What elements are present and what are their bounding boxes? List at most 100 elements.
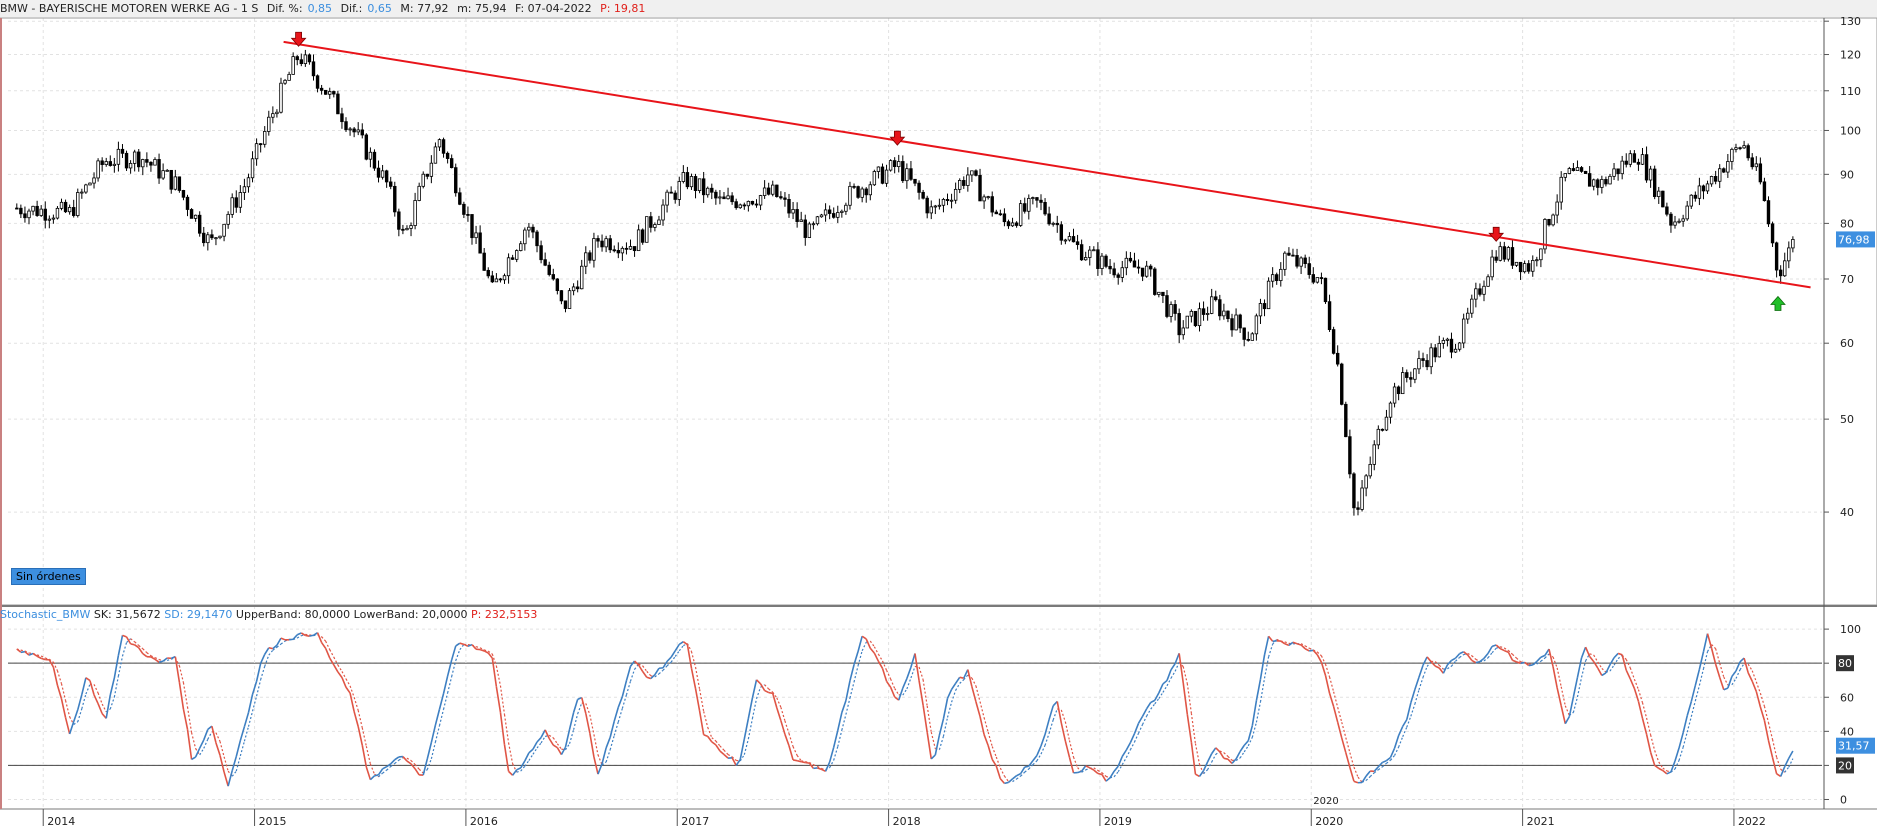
sd-line-segment — [568, 729, 575, 744]
sk-line-segment — [1499, 647, 1505, 652]
sk-line-segment — [1751, 680, 1758, 692]
price-candle — [389, 176, 393, 190]
candle-body — [421, 173, 425, 187]
candle-body — [169, 169, 173, 190]
candle-body — [1035, 197, 1039, 201]
price-candle — [1173, 300, 1177, 321]
sd-line-segment — [369, 763, 376, 775]
candle-body — [1628, 153, 1633, 165]
candle-body — [490, 275, 495, 283]
sd-line-segment — [1658, 761, 1664, 769]
sk-line-segment — [922, 705, 928, 733]
sk-line-segment — [755, 679, 762, 685]
sd-line-segment — [345, 678, 351, 687]
sd-line-segment — [1150, 703, 1156, 710]
sd-line-segment — [97, 692, 103, 705]
candle-body — [523, 229, 527, 245]
sd-line-segment — [1650, 734, 1656, 751]
price-candle — [193, 214, 198, 222]
candle-body — [23, 213, 27, 219]
sd-line-segment — [195, 748, 201, 756]
candle-body — [1262, 303, 1267, 310]
price-candle — [1661, 190, 1665, 208]
sk-line-segment — [438, 693, 445, 710]
candle-body — [665, 191, 669, 206]
sk-line-segment — [459, 642, 465, 646]
sd-line-segment — [451, 660, 457, 677]
candle-body — [1169, 304, 1173, 317]
sk-line-segment — [1178, 653, 1185, 684]
price-candle — [1088, 246, 1092, 266]
sd-line-segment — [1040, 745, 1046, 755]
price-candle — [96, 158, 100, 182]
price-candle — [1547, 218, 1551, 227]
candle-body — [584, 252, 588, 267]
price-candle — [1522, 260, 1527, 274]
sk-line-segment — [1430, 661, 1436, 667]
candle-body — [100, 160, 104, 165]
candle-body — [771, 184, 775, 195]
sk-line-segment — [869, 647, 875, 654]
sd-line-segment — [1064, 721, 1071, 741]
sk-line-segment — [1605, 664, 1611, 674]
candle-body — [360, 129, 364, 136]
sk-line-segment — [101, 713, 107, 719]
candle-body — [1023, 203, 1027, 212]
price-candle — [124, 150, 129, 171]
sd-line-segment — [1500, 646, 1505, 649]
sk-line-segment — [1601, 672, 1607, 677]
candle-body — [401, 228, 405, 231]
sd-line-segment — [955, 683, 961, 691]
lower-band-tag: 20 — [1836, 757, 1854, 774]
candle-body — [1071, 236, 1076, 243]
sk-line-segment — [1560, 705, 1567, 724]
candle-body — [1311, 274, 1315, 283]
sk-line-segment — [1113, 765, 1119, 772]
sk-line-segment — [979, 716, 985, 735]
price-candle — [669, 186, 673, 194]
price-candle — [510, 254, 515, 261]
candle-body — [1132, 260, 1137, 268]
dif-value: 0,65 — [367, 2, 392, 15]
sd-line-segment — [751, 698, 758, 719]
value-tag-box — [1836, 231, 1875, 248]
sk-line-segment — [1105, 777, 1111, 782]
price-candle — [1352, 472, 1356, 516]
sk-line-segment — [446, 659, 453, 677]
candle-body — [701, 178, 706, 196]
candle-body — [1555, 201, 1559, 216]
sd-line-segment — [1763, 706, 1770, 723]
candle-body — [811, 223, 816, 226]
sd-line-segment — [540, 736, 546, 744]
sd-line-segment — [1125, 749, 1131, 758]
sk-line-segment — [191, 756, 197, 761]
sd-line-segment — [894, 688, 900, 696]
price-candle — [169, 169, 173, 194]
sk-line-segment — [1068, 756, 1075, 774]
sd-line-segment — [1771, 739, 1778, 758]
sk-line-segment — [414, 768, 420, 776]
sd-line-segment — [528, 753, 534, 761]
price-candle — [1498, 241, 1502, 262]
price-candle — [1177, 308, 1181, 344]
sd-line-segment — [1471, 655, 1477, 660]
sk-line-segment — [759, 683, 766, 691]
candle-body — [1791, 239, 1795, 249]
candle-body — [1425, 360, 1429, 368]
orders-badge[interactable]: Sin órdenes — [11, 568, 86, 585]
sk-line-segment — [1487, 645, 1493, 654]
candle-body — [250, 158, 255, 179]
price-candle — [1368, 456, 1372, 479]
sd-line-segment — [101, 703, 107, 713]
date-label: F: 07-04-2022 — [514, 2, 592, 15]
candle-body — [592, 238, 596, 261]
price-candle — [1157, 291, 1161, 298]
sd-line-segment — [361, 727, 367, 747]
price-candle — [1031, 196, 1035, 205]
sk-line-segment — [1552, 666, 1558, 688]
sk-line-segment — [861, 635, 867, 640]
price-candle — [1100, 252, 1104, 276]
sd-line-segment — [1707, 644, 1713, 652]
sd-line-segment — [801, 760, 806, 763]
sk-line-segment — [1589, 655, 1595, 663]
